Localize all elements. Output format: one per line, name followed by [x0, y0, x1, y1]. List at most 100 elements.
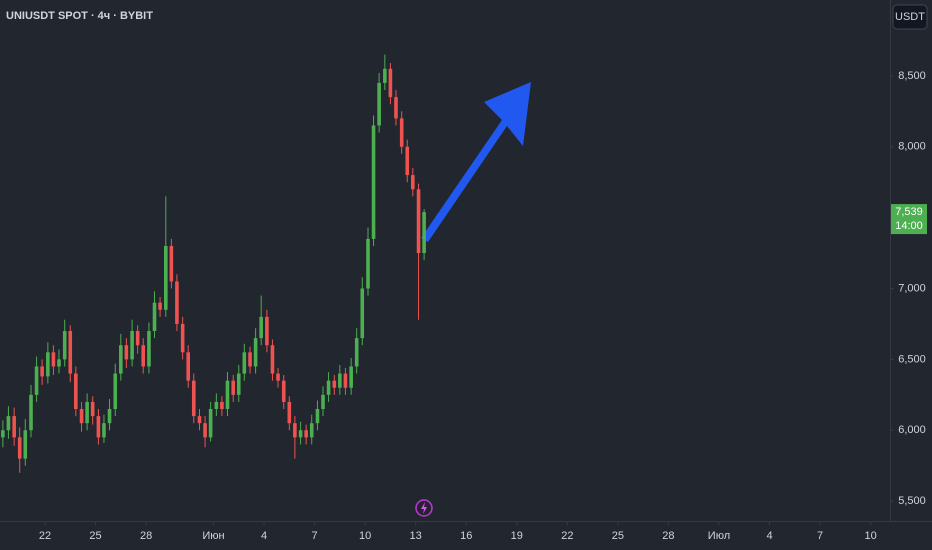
currency-label[interactable]: USDT — [895, 11, 925, 23]
candle-body — [23, 430, 28, 459]
candle-body — [6, 416, 11, 431]
candle-body — [366, 238, 370, 289]
x-tick-label: 13 — [410, 530, 422, 542]
candle-body — [147, 331, 151, 367]
candle-body — [225, 380, 230, 410]
x-tick-label: 7 — [312, 530, 318, 542]
currency-button[interactable] — [892, 4, 928, 30]
x-tick-label: Июл — [708, 530, 730, 542]
candle-body — [394, 97, 398, 119]
forecast-arrow — [421, 82, 531, 242]
candle-body — [34, 366, 39, 395]
candle-body — [135, 331, 140, 346]
candle-body — [309, 423, 314, 438]
candle-body — [40, 366, 44, 377]
candle-body — [248, 352, 252, 367]
x-tick-label: 25 — [612, 530, 624, 542]
candle-body — [399, 118, 404, 147]
candle-body — [281, 380, 286, 402]
x-tick-label: Июн — [202, 530, 224, 542]
x-tick-label: 10 — [359, 530, 371, 542]
candle-body — [119, 345, 123, 374]
x-tick-label: 22 — [39, 530, 51, 542]
candle-body — [29, 394, 33, 431]
candle-body — [85, 401, 89, 424]
candle-body — [304, 430, 308, 438]
candle-body — [276, 373, 280, 381]
candle-body — [338, 373, 342, 388]
candle-body — [231, 380, 235, 395]
candle-body — [79, 409, 84, 424]
candle-body — [321, 394, 325, 410]
candle-body — [175, 281, 179, 324]
y-tick-label: 7,000 — [898, 282, 926, 294]
candle-body — [315, 409, 320, 424]
candle-body — [113, 373, 118, 410]
candle-body — [360, 288, 365, 339]
candle-body — [422, 212, 426, 254]
candle-body — [1, 430, 5, 438]
x-tick-label: 25 — [89, 530, 101, 542]
candle-body — [12, 416, 16, 438]
candle-body — [17, 437, 22, 459]
candle-body — [90, 401, 95, 417]
chart-title: UNIUSDT SPOT · 4ч · BYBIT — [6, 10, 153, 22]
x-tick-label: 7 — [817, 530, 823, 542]
x-tick-label: 10 — [864, 530, 876, 542]
candle-body — [164, 245, 168, 310]
candle-body — [405, 146, 410, 176]
y-tick-label: 6,500 — [898, 353, 926, 365]
candle-body — [46, 352, 50, 377]
candle-body — [130, 331, 134, 360]
candle-body — [236, 373, 241, 395]
candle-body — [383, 68, 387, 83]
candle-body — [141, 345, 146, 367]
event-icon-bolt — [421, 502, 427, 514]
candle-body — [411, 175, 415, 190]
x-tick-label: 28 — [662, 530, 674, 542]
candle-body — [326, 380, 331, 395]
candle-body — [197, 416, 202, 424]
candle-body — [259, 316, 263, 339]
candle-body — [242, 352, 247, 374]
candle-body — [180, 323, 185, 353]
y-tick-label: 5,500 — [898, 495, 926, 507]
candle-body — [74, 373, 78, 410]
y-tick-label: 8,500 — [898, 70, 926, 82]
y-tick-label: 8,000 — [898, 141, 926, 153]
candle-body — [416, 189, 421, 254]
candle-body — [287, 401, 292, 424]
candle-body — [270, 345, 275, 374]
x-tick-label: 28 — [140, 530, 152, 542]
last-price-box — [891, 204, 927, 235]
candle-body — [332, 380, 337, 388]
candle-body — [354, 338, 359, 367]
candle-body — [158, 302, 162, 310]
candle-body — [220, 401, 224, 410]
candle-body — [203, 423, 207, 438]
candle-body — [349, 366, 353, 388]
candle-body — [191, 380, 196, 417]
candle-body — [377, 82, 381, 126]
candle-body — [208, 409, 213, 438]
candle-body — [388, 68, 393, 98]
candle-body — [51, 352, 56, 367]
candle-body — [107, 409, 112, 424]
candle-body — [96, 416, 101, 438]
last-price-label: 7,539 — [895, 206, 923, 218]
candle-body — [214, 401, 219, 410]
candle-body — [152, 302, 157, 332]
x-tick-label: 4 — [261, 530, 267, 542]
candle-body — [186, 352, 191, 381]
candle-body — [169, 245, 174, 282]
candle-body — [102, 423, 106, 438]
x-tick-label: 22 — [561, 530, 573, 542]
candle-body — [62, 331, 67, 360]
candle-body — [57, 359, 61, 367]
candle-body — [293, 423, 297, 438]
candle-body — [253, 338, 258, 367]
y-tick-label: 6,000 — [898, 424, 926, 436]
